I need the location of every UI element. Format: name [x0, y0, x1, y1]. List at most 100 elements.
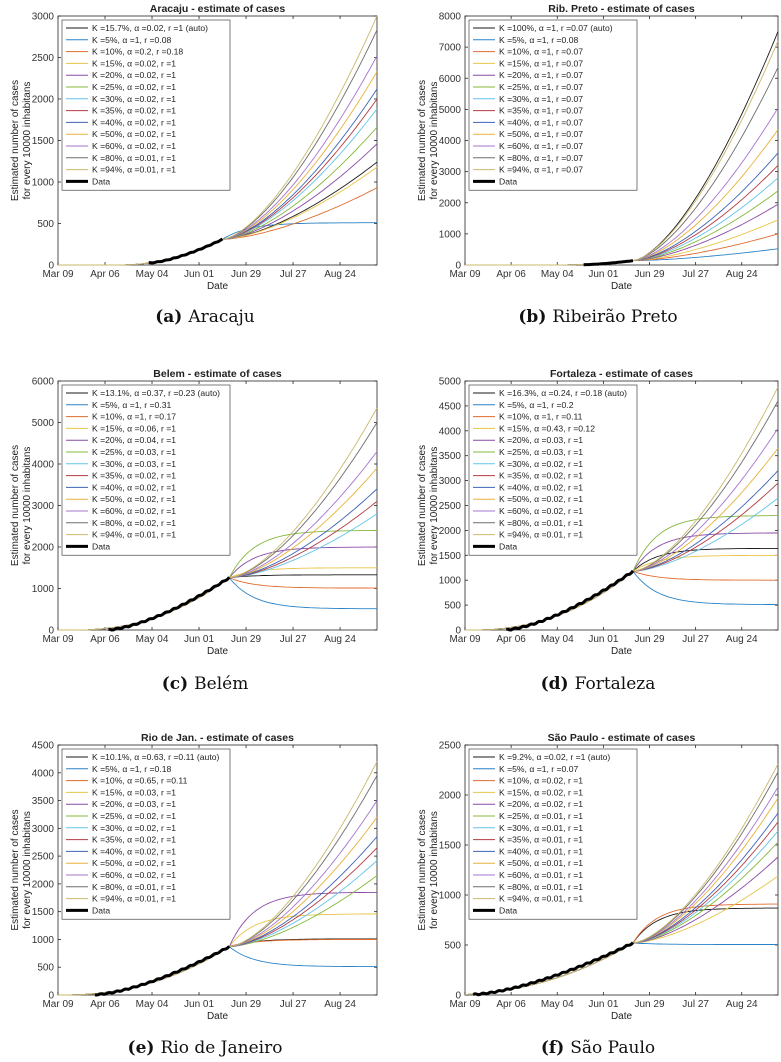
legend-entry: K =94%, α =0.01, r =1	[92, 894, 176, 904]
legend-entry: K =40%, α =0.02, r =1	[499, 482, 583, 492]
legend-entry: K =50%, α =0.02, r =1	[499, 494, 583, 504]
chart-panel-2: Rib. Preto - estimate of cases 0 1000 2000 3…	[417, 3, 779, 327]
y-tick-label: 0	[48, 626, 54, 637]
y-tick-label: 4000	[32, 460, 55, 471]
legend-entry: K =25%, α =0.02, r =1	[92, 811, 176, 821]
legend-entry: K =80%, α =0.01, r =1	[92, 153, 176, 163]
y-tick-label: 4000	[439, 426, 462, 437]
x-tick-label: Jul 27	[280, 999, 307, 1010]
x-tick-label: Jul 27	[280, 634, 307, 645]
subfigure-caption: (f) São Paulo	[541, 1038, 655, 1058]
x-tick-label: Apr 06	[90, 269, 120, 280]
legend-entry: K =40%, α =0.02, r =1	[92, 117, 176, 127]
x-axis-label: Date	[207, 1011, 229, 1022]
legend-box	[468, 19, 638, 191]
legend-entry: K =80%, α =0.01, r =1	[499, 882, 583, 892]
subfigure-caption: (c) Belém	[162, 674, 249, 694]
x-tick-label: Aug 24	[324, 634, 356, 645]
x-tick-label: Aug 24	[726, 634, 758, 645]
x-tick-label: Apr 06	[90, 634, 120, 645]
y-tick-label: 3000	[32, 824, 55, 835]
x-tick-label: Mar 09	[449, 999, 481, 1010]
caption-letter: (f)	[541, 1038, 564, 1058]
legend-entry: K =15.7%, α =0.02, r =1 (auto)	[92, 23, 208, 33]
legend-entry: K =20%, α =1, r =0.07	[499, 70, 583, 80]
caption-letter: (b)	[518, 307, 546, 327]
legend-entry: K =16.3%, α =0.24, r =0.18 (auto)	[499, 388, 627, 398]
y-tick-label: 2000	[439, 791, 462, 802]
legend-entry: K =35%, α =0.02, r =1	[92, 471, 176, 481]
legend-entry: K =94%, α =0.01, r =1	[92, 165, 176, 175]
y-tick-label: 2500	[32, 53, 55, 64]
y-axis-label: Estimated number of cases	[10, 80, 21, 201]
x-tick-label: May 04	[541, 999, 574, 1010]
legend-box	[61, 748, 231, 920]
legend-entry: K =60%, α =0.01, r =1	[499, 870, 583, 880]
y-tick-label: 2500	[32, 852, 55, 863]
legend-entry: K =50%, α =0.01, r =1	[499, 858, 583, 868]
x-axis-label: Date	[207, 281, 229, 292]
y-tick-label: 6000	[32, 377, 55, 388]
legend-entry: K =94%, α =0.01, r =1	[499, 894, 583, 904]
legend-entry: K =25%, α =0.02, r =1	[92, 82, 176, 92]
y-tick-label: 500	[37, 963, 54, 974]
y-tick-label: 2000	[32, 879, 55, 890]
y-tick-label: 0	[48, 991, 54, 1002]
legend-entry: K =50%, α =0.02, r =1	[92, 494, 176, 504]
x-tick-label: Mar 09	[449, 634, 481, 645]
y-tick-label: 0	[455, 626, 461, 637]
legend-entry: K =20%, α =0.02, r =1	[499, 799, 583, 809]
legend-entry: K =80%, α =0.01, r =1	[92, 882, 176, 892]
legend-entry: K =9.2%, α =0.02, r =1 (auto)	[499, 752, 610, 762]
chart-title: São Paulo - estimate of cases	[548, 732, 696, 744]
y-tick-label: 3500	[32, 796, 55, 807]
legend-entry: K =25%, α =0.03, r =1	[92, 447, 176, 457]
legend-entry: Data	[92, 905, 110, 915]
x-tick-label: Jun 29	[231, 269, 261, 280]
legend-entry: K =5%, α =1, r =0.07	[499, 764, 578, 774]
data-series-line	[583, 259, 634, 267]
caption-name: Ribeirão Preto	[552, 307, 677, 327]
legend-entry: K =40%, α =1, r =0.07	[499, 117, 583, 127]
legend-entry: K =60%, α =0.02, r =1	[92, 870, 176, 880]
legend-entry: K =35%, α =1, r =0.07	[499, 106, 583, 116]
caption-name: Rio de Janeiro	[160, 1038, 282, 1058]
data-series-line	[94, 945, 231, 997]
legend-entry: K =60%, α =0.02, r =1	[92, 506, 176, 516]
caption-name: Aracaju	[187, 307, 254, 327]
legend-box	[468, 748, 638, 920]
y-axis-label: for every 10000 inhabitans	[22, 811, 33, 929]
legend-entry: K =50%, α =1, r =0.07	[499, 129, 583, 139]
caption-letter: (a)	[155, 307, 182, 327]
y-axis-label: for every 10000 inhabitans	[429, 82, 440, 200]
x-axis-label: Date	[611, 281, 633, 292]
legend-entry: K =5%, α =1, r =0.2	[499, 400, 574, 410]
y-tick-label: 5000	[439, 105, 462, 116]
legend-entry: K =30%, α =0.02, r =1	[92, 94, 176, 104]
x-tick-label: May 04	[541, 269, 574, 280]
y-tick-label: 1000	[439, 576, 462, 587]
legend-entry: K =15%, α =0.03, r =1	[92, 787, 176, 797]
x-axis-label: Date	[611, 646, 633, 657]
y-tick-label: 0	[455, 991, 461, 1002]
y-tick-label: 4000	[32, 768, 55, 779]
legend-entry: K =10%, α =0.02, r =1	[499, 776, 583, 786]
x-tick-label: Jun 01	[184, 634, 214, 645]
legend-entry: K =40%, α =0.01, r =1	[499, 846, 583, 856]
y-tick-label: 500	[444, 601, 461, 612]
chart-title: Rib. Preto - estimate of cases	[548, 3, 695, 15]
chart-panel-6: São Paulo - estimate of cases 0 500 1000 150…	[417, 732, 779, 1058]
caption-name: Belém	[194, 674, 248, 694]
caption-letter: (e)	[128, 1038, 155, 1058]
subfigure-caption: (a) Aracaju	[155, 307, 255, 327]
legend-box	[61, 384, 231, 556]
data-series-line	[472, 941, 635, 997]
caption-name: São Paulo	[570, 1038, 655, 1058]
legend-entry: K =100%, α =1, r =0.07 (auto)	[499, 23, 613, 33]
data-series-line	[506, 569, 635, 632]
y-axis-label: Estimated number of cases	[417, 445, 428, 566]
y-tick-label: 2000	[439, 526, 462, 537]
x-tick-label: Aug 24	[726, 269, 758, 280]
legend-entry: K =5%, α =1, r =0.08	[499, 35, 578, 45]
legend-entry: K =94%, α =0.01, r =1	[499, 530, 583, 540]
